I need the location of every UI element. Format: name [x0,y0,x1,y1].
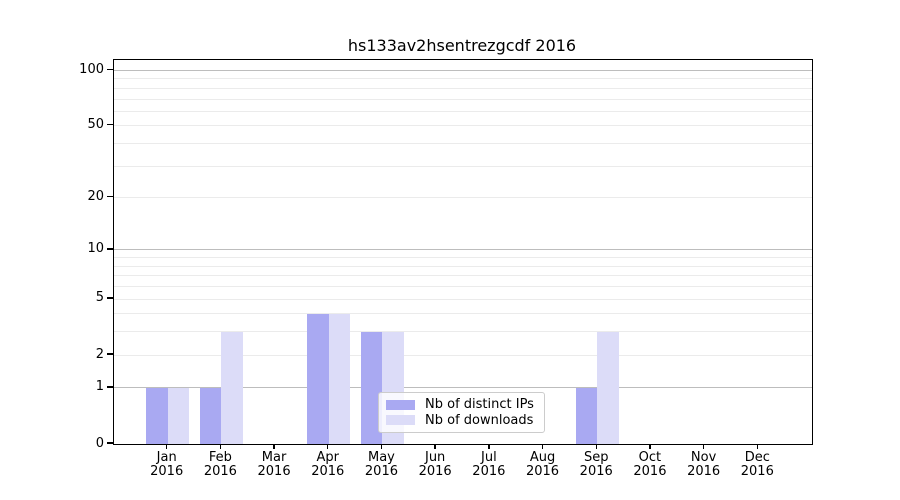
gridline-major [114,387,812,389]
y-tick-mark [107,248,113,250]
gridline-minor [114,197,812,199]
gridline-minor [114,286,812,288]
x-axis-tick-label: Mar 2016 [257,450,291,479]
x-tick-mark [488,444,490,450]
bar-downloads-apr [328,313,351,444]
bar-distinct-ips-apr [307,313,329,444]
x-tick-mark [273,444,275,450]
gridline-minor [114,142,812,144]
bar-distinct-ips-jan [146,387,168,444]
bar-downloads-jan [167,387,190,444]
x-tick-mark [541,444,544,450]
gridline-minor [114,313,812,315]
chart-title: hs133av2hsentrezgcdf 2016 [347,36,577,55]
legend: Nb of distinct IPs Nb of downloads [378,392,545,433]
gridline-minor [114,354,812,356]
x-tick-mark [165,444,168,450]
x-tick-mark [219,444,222,450]
gridline-major [114,70,812,71]
gridline-minor [114,298,812,300]
x-axis-tick-label: Nov 2016 [687,450,721,479]
gridline-minor [114,331,812,333]
legend-swatch-distinct-ips-icon [386,399,415,410]
x-axis-tick-label: Oct 2016 [633,450,667,479]
y-tick-mark [107,68,113,71]
legend-row-distinct-ips: Nb of distinct IPs [386,397,538,413]
gridline-minor [114,165,812,167]
y-axis-tick-label: 50 [87,117,104,133]
x-axis-tick-label: May 2016 [364,450,398,479]
gridline-minor [114,87,812,89]
x-axis-tick-label: Aug 2016 [525,450,560,479]
legend-row-downloads: Nb of downloads [386,413,538,429]
y-tick-mark [107,195,113,198]
y-tick-mark [107,386,113,388]
y-tick-mark [107,124,113,126]
legend-label-downloads: Nb of downloads [425,412,534,428]
gridline-minor [114,98,812,100]
y-axis-tick-label: 10 [87,241,104,257]
y-tick-mark [107,442,113,444]
gridline-major [114,249,812,251]
x-tick-mark [327,444,329,450]
bar-distinct-ips-may [360,331,383,444]
gridline-minor [114,110,812,112]
x-axis-tick-label: Sep 2016 [579,450,613,479]
legend-swatch-downloads-icon [386,415,415,426]
x-tick-mark [380,444,383,450]
x-tick-mark [756,444,758,450]
y-axis-tick-label: 1 [95,379,104,395]
x-axis-tick-label: Jun 2016 [418,450,452,479]
y-tick-mark [107,297,113,299]
bar-distinct-ips-feb [199,387,222,444]
bar-distinct-ips-sep [575,387,598,444]
gridline-minor [114,275,812,277]
x-axis-tick-label: Apr 2016 [311,450,345,479]
bar-downloads-feb [221,331,243,444]
y-axis-tick-label: 0 [95,435,104,451]
gridline-minor [114,125,812,127]
y-axis-tick-label: 20 [87,189,104,205]
plot-area [113,59,813,445]
y-axis-tick-label: 100 [79,62,104,77]
gridline-minor [114,257,812,259]
x-tick-mark [434,444,436,450]
gridline-minor [114,265,812,267]
x-tick-mark [595,444,597,450]
x-tick-mark [702,444,705,450]
x-axis-tick-label: Jul 2016 [472,450,506,479]
x-axis-tick-label: Dec 2016 [740,450,774,479]
y-axis-tick-label: 5 [95,290,104,306]
gridline-minor [114,78,812,80]
y-tick-mark [107,353,113,355]
x-axis-tick-label: Jan 2016 [150,450,184,479]
x-axis-tick-label: Feb 2016 [203,450,237,479]
y-axis-tick-label: 2 [95,346,104,362]
bar-downloads-sep [597,331,619,444]
x-tick-mark [649,444,651,450]
legend-label-distinct-ips: Nb of distinct IPs [425,397,534,413]
